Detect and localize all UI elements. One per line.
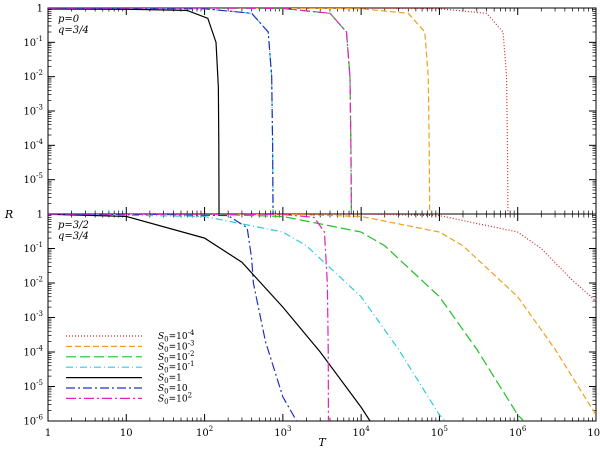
- x-tick-label: 105: [431, 425, 448, 439]
- x-tick-label: 107: [587, 425, 600, 439]
- y-axis-label: R: [4, 208, 13, 221]
- panel-param-q: q=3/4: [58, 25, 89, 36]
- series-line: [48, 8, 352, 214]
- legend-label: S0=1: [158, 374, 182, 386]
- legend: S0=10-4S0=10-3S0=10-2S0=10-1S0=1S0=10S0=…: [66, 329, 195, 406]
- y-tick-label: 10-3: [23, 310, 43, 324]
- x-tick-label: 104: [353, 425, 371, 439]
- series-group: [48, 214, 596, 421]
- y-tick-label: 1: [37, 210, 43, 221]
- legend-label: S0=102: [158, 391, 192, 406]
- series-line: [48, 8, 274, 214]
- series-line: [48, 214, 596, 416]
- panel-param-p: p=3/2: [58, 220, 89, 231]
- panel-param-q: q=3/4: [58, 231, 89, 242]
- y-tick-label: 1: [37, 4, 43, 15]
- series-line: [48, 8, 431, 214]
- series-line: [48, 214, 525, 421]
- legend-label: S0=10-4: [158, 329, 195, 344]
- series-line: [48, 214, 447, 421]
- y-tick-label: 10-4: [23, 138, 43, 152]
- panel-frame: [47, 213, 597, 422]
- y-tick-label: 10-1: [23, 241, 43, 255]
- series-line: [48, 8, 352, 214]
- x-tick-label: 10: [120, 428, 133, 439]
- y-tick-label: 10-5: [23, 379, 43, 393]
- y-tick-label: 10-4: [23, 345, 43, 359]
- y-tick-label: 10-6: [23, 414, 43, 428]
- y-tick-label: 10-2: [23, 69, 43, 83]
- x-axis: 1 10 102 103 104 105 106 107: [45, 425, 600, 439]
- series-line: [48, 8, 220, 214]
- lower-panel: 1 10-1 10-2 10-3 10-4 10-5 10-6 p=3/2q=3/4: [23, 210, 597, 428]
- series-line: [48, 214, 371, 421]
- legend-label: S0=10-2: [158, 350, 194, 365]
- y-tick-label: 10-1: [23, 35, 43, 49]
- x-tick-label: 106: [509, 425, 527, 439]
- y-tick-label: 10-3: [23, 104, 43, 118]
- legend-label: S0=10-1: [158, 360, 194, 375]
- series-line: [48, 214, 596, 302]
- x-tick-label: 1: [45, 428, 51, 439]
- legend-label: S0=10: [158, 384, 188, 396]
- x-tick-label: 102: [196, 425, 213, 439]
- series-line: [48, 214, 298, 421]
- x-axis-label: T: [318, 436, 327, 449]
- panel-frame: [47, 7, 597, 215]
- y-tick-label: 10-2: [23, 276, 43, 290]
- series-line: [48, 214, 330, 421]
- panel-param-p: p=0: [58, 14, 80, 25]
- series-line: [48, 8, 274, 214]
- upper-panel: 1 10-1 10-2 10-3 10-4 10-5 p=0q=3/4: [23, 4, 597, 215]
- y-tick-label: 10-5: [23, 172, 43, 186]
- series-group: [48, 8, 509, 214]
- legend-label: S0=10-3: [158, 339, 194, 354]
- series-line: [48, 8, 509, 214]
- x-tick-label: 103: [274, 425, 291, 439]
